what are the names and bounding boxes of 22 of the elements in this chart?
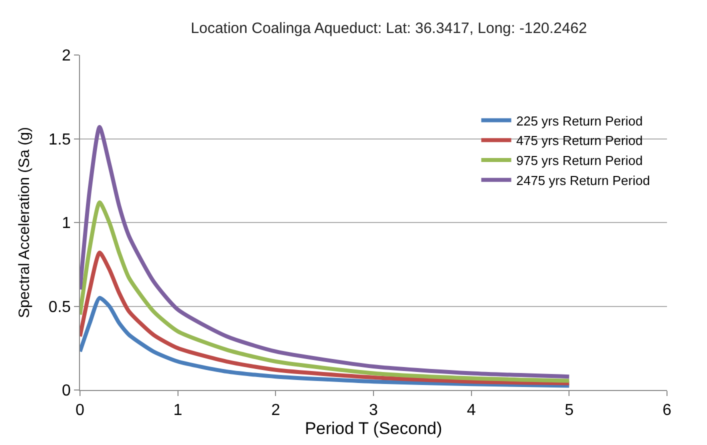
y-tick-label: 0 bbox=[62, 382, 71, 400]
x-tick-label: 0 bbox=[76, 402, 85, 420]
line-series bbox=[80, 200, 572, 383]
x-tick-label: 5 bbox=[564, 402, 574, 420]
y-tick-label: 2 bbox=[62, 48, 71, 65]
legend-label: 2475 yrs Return Period bbox=[516, 172, 650, 188]
y-axis-title: Spectral Acceleration (Sa (g) bbox=[16, 127, 33, 318]
legend-label: 475 yrs Return Period bbox=[516, 133, 643, 148]
line-series bbox=[80, 296, 572, 388]
x-axis-title: Period T (Second) bbox=[304, 419, 442, 438]
line-series bbox=[80, 250, 572, 386]
x-tick-label: 2 bbox=[271, 402, 280, 420]
x-tick-label: 1 bbox=[173, 402, 182, 420]
y-tick-label: 1 bbox=[62, 215, 71, 232]
legend-label: 975 yrs Return Period bbox=[516, 153, 643, 168]
x-tick-label: 4 bbox=[466, 402, 476, 420]
y-tick-label: 0.5 bbox=[48, 298, 71, 316]
chart-title: Location Coalinga Aqueduct: Lat: 36.3417, Long: -120.2462 bbox=[190, 20, 587, 37]
y-tick-label: 1.5 bbox=[48, 131, 71, 148]
x-tick-label: 3 bbox=[369, 402, 378, 420]
legend-label: 225 yrs Return Period bbox=[516, 113, 643, 128]
x-tick-label: 6 bbox=[662, 402, 672, 420]
